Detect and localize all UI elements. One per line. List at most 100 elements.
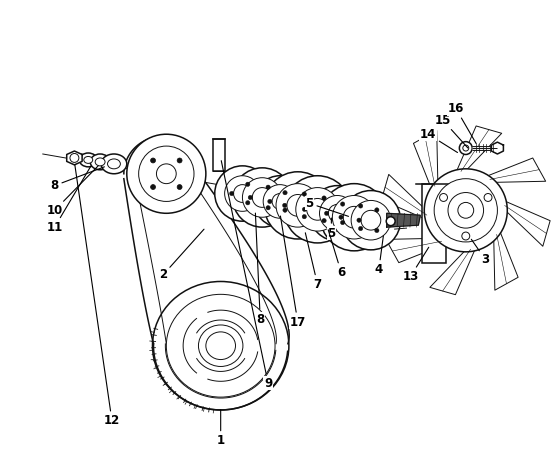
Polygon shape [67, 151, 82, 165]
FancyBboxPatch shape [213, 139, 224, 171]
Text: 5: 5 [328, 218, 335, 239]
Circle shape [307, 199, 329, 220]
Circle shape [320, 184, 388, 251]
Circle shape [215, 166, 270, 221]
Circle shape [283, 190, 287, 195]
Circle shape [70, 153, 79, 162]
Bar [422, 184, 446, 263]
Polygon shape [486, 158, 546, 182]
Polygon shape [491, 142, 504, 154]
Text: 17: 17 [280, 216, 306, 329]
Circle shape [320, 196, 355, 231]
Polygon shape [504, 201, 550, 246]
Circle shape [460, 142, 472, 154]
Circle shape [150, 185, 155, 190]
Circle shape [150, 158, 155, 163]
Circle shape [177, 158, 182, 163]
Circle shape [375, 208, 379, 212]
Circle shape [333, 196, 376, 239]
Text: 12: 12 [75, 165, 120, 428]
Circle shape [424, 169, 507, 252]
Circle shape [246, 200, 250, 205]
Circle shape [248, 195, 252, 200]
Ellipse shape [167, 294, 275, 397]
Text: 16: 16 [448, 102, 476, 143]
Circle shape [255, 176, 306, 227]
Circle shape [351, 200, 390, 240]
Circle shape [340, 220, 345, 225]
Circle shape [434, 179, 497, 242]
Text: 14: 14 [420, 128, 457, 152]
Text: 13: 13 [402, 247, 429, 283]
Circle shape [272, 193, 288, 209]
Circle shape [157, 164, 176, 184]
Circle shape [232, 168, 292, 227]
Circle shape [139, 146, 194, 201]
Circle shape [282, 203, 287, 208]
Circle shape [357, 218, 361, 222]
Text: 9: 9 [221, 161, 272, 390]
Circle shape [458, 202, 473, 218]
Polygon shape [382, 174, 427, 220]
Polygon shape [494, 231, 518, 290]
Text: 15: 15 [435, 114, 468, 148]
Circle shape [229, 191, 234, 196]
Ellipse shape [84, 156, 92, 163]
Ellipse shape [79, 153, 97, 167]
Ellipse shape [153, 282, 289, 410]
Circle shape [284, 176, 351, 243]
Circle shape [268, 199, 272, 204]
Circle shape [375, 228, 379, 233]
Circle shape [329, 204, 346, 222]
Circle shape [302, 215, 306, 219]
Circle shape [233, 185, 251, 202]
Circle shape [341, 190, 400, 250]
Circle shape [339, 215, 343, 219]
Polygon shape [387, 213, 421, 227]
Circle shape [296, 188, 339, 231]
Polygon shape [430, 249, 475, 294]
Polygon shape [456, 126, 502, 172]
Circle shape [263, 185, 297, 218]
Ellipse shape [206, 332, 236, 360]
Text: 5: 5 [305, 197, 349, 216]
Text: 10: 10 [47, 166, 98, 217]
Ellipse shape [95, 158, 105, 166]
Circle shape [439, 193, 447, 201]
Circle shape [386, 217, 395, 226]
Circle shape [359, 204, 363, 208]
Text: 6: 6 [328, 230, 345, 279]
Ellipse shape [90, 154, 110, 170]
Polygon shape [413, 131, 438, 190]
Circle shape [283, 208, 287, 212]
Circle shape [484, 193, 492, 201]
Text: 8: 8 [256, 213, 265, 325]
Ellipse shape [198, 325, 243, 367]
Text: 3: 3 [471, 239, 490, 266]
Circle shape [266, 185, 270, 190]
Circle shape [325, 211, 329, 216]
Circle shape [310, 186, 365, 241]
Circle shape [463, 145, 469, 151]
Text: 8: 8 [51, 167, 104, 192]
Circle shape [127, 134, 206, 213]
Circle shape [302, 192, 306, 196]
Circle shape [322, 196, 326, 200]
Text: 11: 11 [47, 166, 91, 234]
Circle shape [361, 210, 381, 230]
Text: 7: 7 [305, 233, 321, 291]
Circle shape [246, 182, 250, 187]
Circle shape [343, 206, 365, 228]
Circle shape [276, 184, 320, 227]
Ellipse shape [101, 154, 127, 174]
Circle shape [177, 185, 182, 190]
Ellipse shape [108, 159, 120, 169]
Circle shape [266, 206, 270, 210]
Circle shape [264, 172, 331, 239]
Circle shape [448, 192, 483, 228]
Circle shape [302, 207, 307, 211]
Text: 4: 4 [375, 236, 383, 276]
Text: 2: 2 [159, 229, 204, 281]
Circle shape [462, 232, 470, 240]
Polygon shape [386, 238, 446, 263]
